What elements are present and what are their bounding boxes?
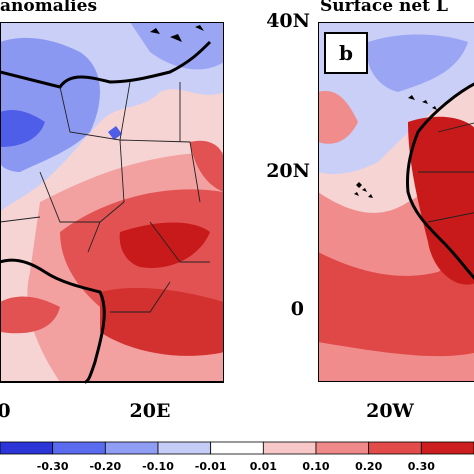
- colorbar-tick-label: 0.01: [249, 460, 277, 473]
- panel-b-y-tick-20n: 20N: [266, 160, 310, 182]
- colorbar-tick-label: 0.30: [407, 460, 435, 473]
- panel-a: anomalies 0 20E: [0, 0, 224, 422]
- colorbar-segment: [0, 441, 54, 455]
- colorbar-segment: [262, 441, 317, 455]
- colorbar-tick-label: -0.10: [142, 460, 174, 473]
- panel-a-x-tick-0: 0: [0, 400, 11, 422]
- colorbar-segment: [157, 441, 212, 455]
- panel-a-borders: [0, 81, 210, 313]
- panel-a-frame: [0, 22, 224, 383]
- colorbar-segment: [210, 441, 264, 455]
- colorbar: [0, 441, 474, 474]
- colorbar-segment: [368, 441, 422, 455]
- panel-a-positive-west: [0, 296, 60, 334]
- colorbar-segment: [104, 441, 159, 455]
- panel-b-y-tick-0: 0: [290, 298, 304, 320]
- colorbar-segment: [315, 441, 370, 455]
- colorbar-tick-label: -0.01: [194, 460, 227, 473]
- panel-a-negative-deep: [0, 110, 45, 147]
- panel-a-title: anomalies: [0, 0, 98, 16]
- colorbar-tick-label: -0.20: [89, 460, 122, 473]
- panel-b-negative-core: [367, 34, 468, 92]
- panel-a-coastline: [0, 40, 212, 384]
- panel-a-negative-upper-right: [130, 22, 224, 70]
- panel-b: Surface net L b 40N 20N 0 20W: [266, 0, 474, 422]
- panel-b-positive-band: [318, 91, 358, 144]
- colorbar-tick-label: 0.20: [355, 460, 383, 473]
- panel-a-map: [0, 22, 224, 384]
- colorbar-segment: [420, 441, 474, 455]
- panel-b-positive-strong: [318, 229, 474, 357]
- panel-a-positive-south: [100, 287, 224, 356]
- colorbar-tick-label: -0.30: [36, 460, 69, 473]
- panel-b-letter-box: b: [324, 32, 368, 74]
- panel-b-positive-deep: [408, 116, 474, 285]
- panel-a-islands: [150, 25, 204, 42]
- panel-b-x-tick-20w: 20W: [366, 400, 414, 422]
- colorbar-bar: [0, 441, 474, 455]
- panel-a-positive-deep: [119, 222, 210, 268]
- panel-a-positive-east-coast: [190, 140, 224, 192]
- panel-b-y-tick-40n: 40N: [266, 10, 310, 32]
- panel-b-title: Surface net L: [320, 0, 448, 16]
- panel-a-negative-spot: [108, 126, 122, 140]
- panel-b-letter: b: [339, 41, 353, 65]
- panel-b-borders: [418, 122, 474, 223]
- panel-a-x-tick-20e: 20E: [129, 400, 171, 422]
- panel-b-map: [318, 22, 474, 382]
- panel-b-coastline: [406, 82, 474, 280]
- colorbar-segment: [52, 441, 106, 455]
- colorbar-tick-label: 0.10: [302, 460, 330, 473]
